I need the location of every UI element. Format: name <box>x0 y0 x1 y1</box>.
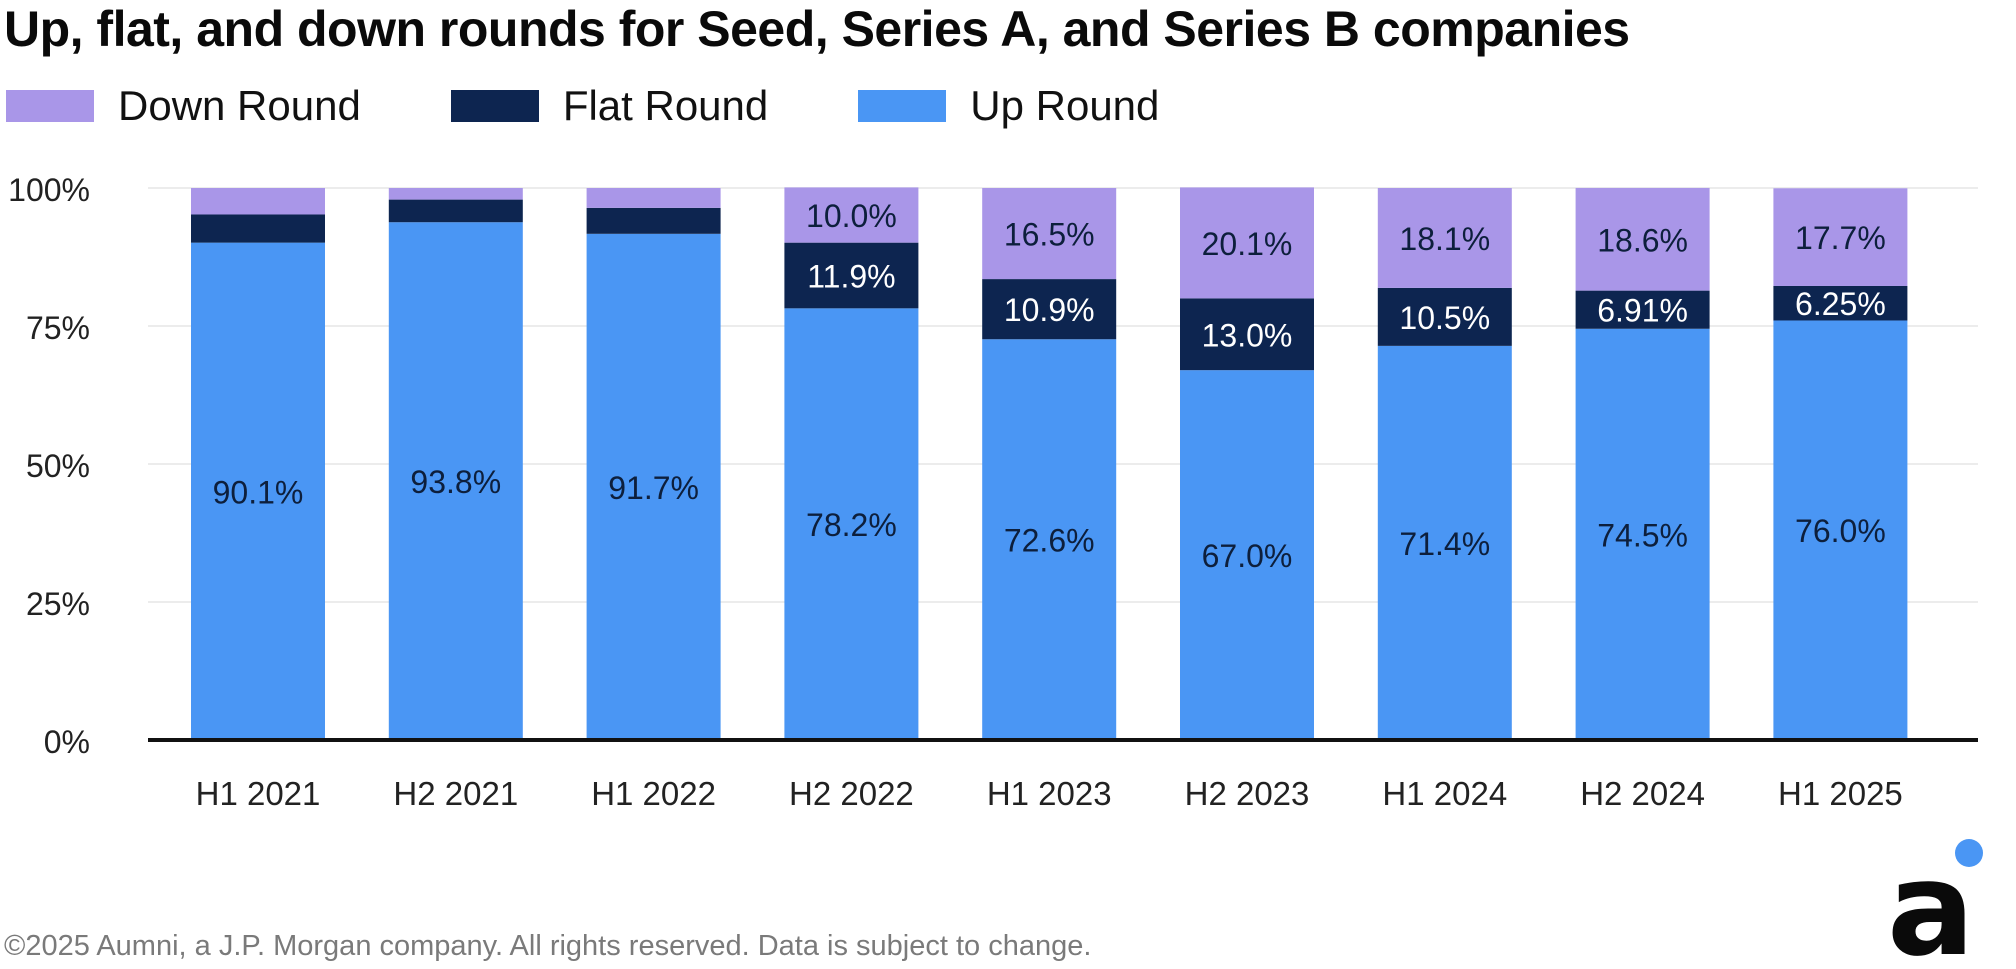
data-label-up-round: 74.5% <box>1597 517 1688 553</box>
data-label-up-round: 90.1% <box>213 474 304 510</box>
legend-swatch-flat-round <box>450 90 539 122</box>
bar-segment-flat-round <box>1377 287 1512 346</box>
data-label-up-round: 71.4% <box>1399 526 1490 562</box>
aumni-logo-icon: a <box>1887 836 1983 962</box>
legend-label-up-round: Up Round <box>970 82 1160 129</box>
y-tick-label: 0% <box>44 724 90 760</box>
bar-segment-up-round <box>586 233 721 741</box>
data-label-flat-round: 6.25% <box>1795 286 1886 322</box>
bar-segment-flat-round <box>784 242 919 309</box>
legend-label-flat-round: Flat Round <box>562 82 769 129</box>
bar-segment-up-round <box>982 339 1117 740</box>
data-label-down-round: 18.6% <box>1597 222 1688 258</box>
bar-segment-up-round <box>1180 370 1314 740</box>
data-label-up-round: 93.8% <box>410 464 501 500</box>
data-label-up-round: 76.0% <box>1795 513 1886 549</box>
data-label-flat-round: 11.9% <box>807 258 895 294</box>
legend-swatch-up-round <box>858 90 947 122</box>
bar-segment-up-round <box>1773 320 1908 740</box>
data-label-up-round: 72.6% <box>1004 523 1095 559</box>
y-tick-label: 25% <box>26 586 90 622</box>
bar-segment-down-round <box>388 188 523 200</box>
data-label-down-round: 17.7% <box>1795 220 1886 256</box>
legend: Down Round Flat Round Up Round <box>6 82 1249 130</box>
y-tick-label: 100% <box>8 172 90 208</box>
logo-glyph: a <box>1887 836 1975 962</box>
bar-segment-down-round <box>191 188 325 215</box>
data-label-down-round: 16.5% <box>1004 217 1095 253</box>
bar-segment-down-round <box>982 188 1117 280</box>
x-tick-label: H2 2022 <box>789 775 914 812</box>
legend-item-up-round: Up Round <box>858 82 1159 130</box>
data-label-down-round: 18.1% <box>1399 221 1490 257</box>
data-label-up-round: 78.2% <box>806 507 897 543</box>
x-tick-label: H2 2021 <box>393 775 518 812</box>
logo-dot <box>1955 839 1983 867</box>
y-tick-label: 75% <box>26 310 90 346</box>
bar-segment-down-round <box>1180 187 1314 299</box>
data-label-up-round: 91.7% <box>608 470 699 506</box>
bar-segment-down-round <box>1575 187 1710 291</box>
legend-item-down-round: Down Round <box>6 82 361 130</box>
x-tick-label: H1 2022 <box>591 775 716 812</box>
legend-item-flat-round: Flat Round <box>450 82 769 130</box>
bar-segment-flat-round <box>982 279 1117 340</box>
bar-segment-flat-round <box>1773 285 1908 321</box>
data-label-flat-round: 13.0% <box>1202 317 1293 353</box>
bar-segment-down-round <box>1377 188 1512 288</box>
bar-segment-down-round <box>586 188 721 208</box>
bar-segment-flat-round <box>191 214 325 243</box>
data-label-down-round: 20.1% <box>1202 226 1293 262</box>
x-tick-label: H1 2023 <box>987 775 1112 812</box>
data-label-flat-round: 10.9% <box>1004 292 1095 328</box>
x-tick-label: H1 2021 <box>196 775 321 812</box>
x-tick-label: H2 2024 <box>1580 775 1705 812</box>
bar-segment-up-round <box>388 222 523 740</box>
data-label-flat-round: 10.5% <box>1399 300 1490 336</box>
x-tick-label: H1 2024 <box>1382 775 1507 812</box>
chart-title: Up, flat, and down rounds for Seed, Seri… <box>4 1 1630 57</box>
bar-segment-up-round <box>1575 328 1710 740</box>
bar-segment-up-round <box>784 308 919 740</box>
y-tick-label: 50% <box>26 448 90 484</box>
bar-segment-flat-round <box>1575 290 1710 329</box>
data-label-flat-round: 6.91% <box>1597 293 1688 329</box>
bar-segment-up-round <box>191 242 325 740</box>
bar-segment-flat-round <box>388 199 523 223</box>
legend-swatch-down-round <box>6 90 94 122</box>
data-label-down-round: 10.0% <box>806 198 897 234</box>
data-label-up-round: 67.0% <box>1202 538 1293 574</box>
legend-label-down-round: Down Round <box>118 82 361 129</box>
x-tick-label: H1 2025 <box>1778 775 1903 812</box>
copyright-footer: ©2025 Aumni, a J.P. Morgan company. All … <box>4 930 1092 962</box>
x-tick-label: H2 2023 <box>1185 775 1310 812</box>
bar-segment-down-round <box>784 187 919 243</box>
bar-segment-up-round <box>1377 345 1512 740</box>
bar-segment-flat-round <box>1180 298 1314 371</box>
bar-segment-flat-round <box>586 207 721 234</box>
bar-segment-down-round <box>1773 188 1908 286</box>
